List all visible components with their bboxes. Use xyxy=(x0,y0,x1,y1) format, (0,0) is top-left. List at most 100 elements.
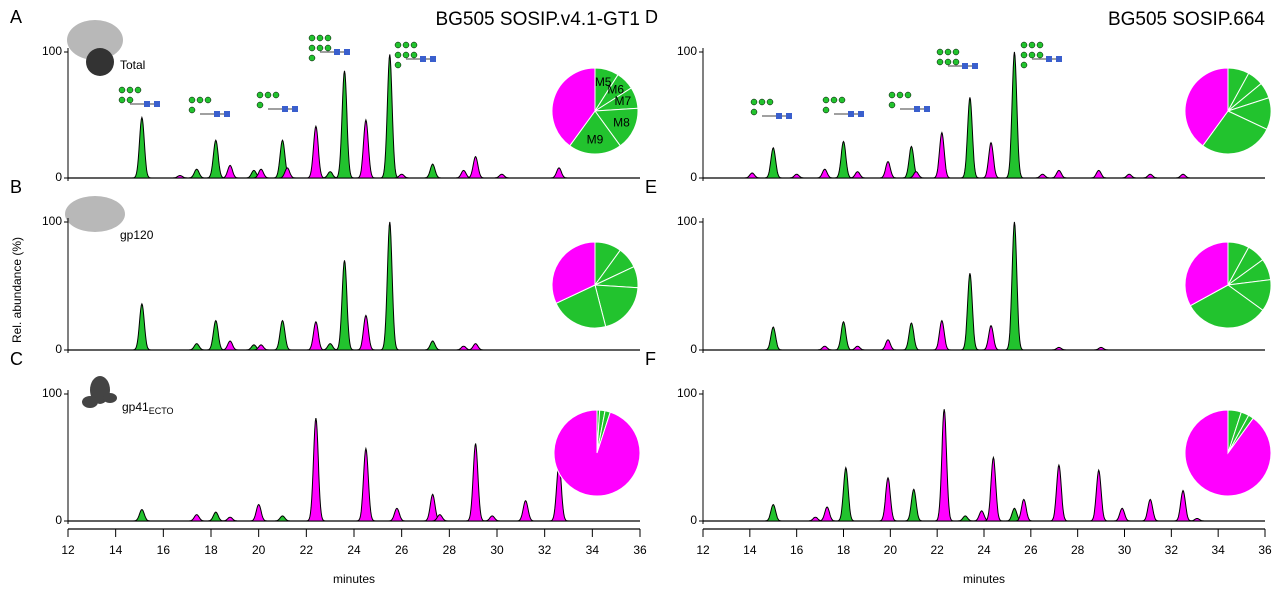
mannose xyxy=(410,51,418,59)
mannose xyxy=(750,98,758,106)
label-text: gp41 xyxy=(122,400,149,414)
peak xyxy=(1049,169,1069,179)
mannose xyxy=(126,86,134,94)
peak xyxy=(516,499,536,522)
glycan-icon xyxy=(888,91,930,112)
peak xyxy=(1005,221,1024,351)
mannose xyxy=(904,91,912,99)
glycan-icon xyxy=(1020,41,1062,69)
peak xyxy=(836,466,856,522)
pie-slice xyxy=(1184,67,1229,147)
pie-slice xyxy=(551,241,596,304)
mannose xyxy=(888,101,896,109)
peak xyxy=(387,507,407,522)
y-axis-label: Rel. abundance (%) xyxy=(10,237,24,343)
x-axis-label: minutes xyxy=(333,572,375,586)
peak xyxy=(742,172,762,179)
peak xyxy=(220,340,240,351)
peak xyxy=(1091,346,1111,351)
mannose xyxy=(896,91,904,99)
glcnac xyxy=(858,111,864,117)
mannose xyxy=(316,34,324,42)
mannose xyxy=(204,96,212,104)
peak xyxy=(1049,346,1069,351)
glcnac xyxy=(344,49,350,55)
mannose xyxy=(952,48,960,56)
mannose xyxy=(118,96,126,104)
peak xyxy=(1049,463,1069,522)
peak xyxy=(902,322,921,351)
pie-label: M8 xyxy=(613,116,630,130)
protein-icons xyxy=(65,20,125,408)
peak xyxy=(763,326,783,351)
mannose xyxy=(830,96,838,104)
x-tick-label: 22 xyxy=(930,543,944,557)
y-tick-label: 100 xyxy=(677,214,697,228)
peak xyxy=(380,221,400,351)
mannose xyxy=(1020,51,1028,59)
peak xyxy=(187,168,207,179)
pie-label: M7 xyxy=(614,94,631,108)
peak xyxy=(878,160,898,179)
peak xyxy=(815,345,835,351)
glycan-icon xyxy=(188,96,230,117)
glcnac xyxy=(214,111,220,117)
x-tick-label: 24 xyxy=(977,543,991,557)
peak xyxy=(430,514,450,522)
mannose xyxy=(308,44,316,52)
peak xyxy=(834,320,853,351)
x-tick-label: 26 xyxy=(395,543,409,557)
mannose xyxy=(324,44,332,52)
mannose xyxy=(272,91,280,99)
peak xyxy=(904,488,924,522)
peak xyxy=(392,173,412,179)
mannose xyxy=(750,108,758,116)
mannose xyxy=(126,96,134,104)
peak xyxy=(1014,498,1034,522)
x-tick-label: 26 xyxy=(1024,543,1038,557)
panel-letter: C xyxy=(10,349,23,369)
pie-slice xyxy=(553,409,641,497)
peak xyxy=(906,171,926,179)
peak xyxy=(334,260,355,351)
peak xyxy=(763,503,783,522)
panel-letter: D xyxy=(645,7,658,27)
x-tick-label: 30 xyxy=(1118,543,1132,557)
x-tick-label: 12 xyxy=(696,543,710,557)
mannose xyxy=(1028,41,1036,49)
glcnac xyxy=(1056,56,1062,62)
mannose xyxy=(936,48,944,56)
peak xyxy=(1173,173,1193,179)
y-tick-label: 0 xyxy=(55,342,62,356)
peak xyxy=(1173,489,1193,522)
x-tick-label: 28 xyxy=(1071,543,1085,557)
mannose xyxy=(196,96,204,104)
x-tick-label: 24 xyxy=(347,543,361,557)
label-text: gp120 xyxy=(120,228,154,242)
peak xyxy=(187,343,207,351)
panel-letter: E xyxy=(645,177,657,197)
peak xyxy=(549,167,569,179)
mannose xyxy=(1020,41,1028,49)
panel-label: gp41ECTO xyxy=(122,400,174,416)
mannose xyxy=(188,96,196,104)
peak xyxy=(306,320,326,351)
peak xyxy=(423,163,443,179)
peak xyxy=(132,115,152,179)
mannose xyxy=(944,58,952,66)
mannose xyxy=(394,41,402,49)
x-tick-label: 16 xyxy=(790,543,804,557)
mannose xyxy=(936,58,944,66)
panel-title: BG505 SOSIP.664 xyxy=(1108,9,1265,30)
glycan-icon xyxy=(750,98,792,119)
peak xyxy=(380,54,400,179)
pie-slice xyxy=(551,67,596,147)
peak xyxy=(1089,468,1109,522)
mannose xyxy=(758,98,766,106)
peak xyxy=(1140,498,1160,522)
panel-label: Total xyxy=(120,58,145,72)
x-axis-label: minutes xyxy=(963,572,1005,586)
x-tick-label: 12 xyxy=(61,543,75,557)
glcnac xyxy=(776,113,782,119)
pie-label: M9 xyxy=(587,132,604,146)
